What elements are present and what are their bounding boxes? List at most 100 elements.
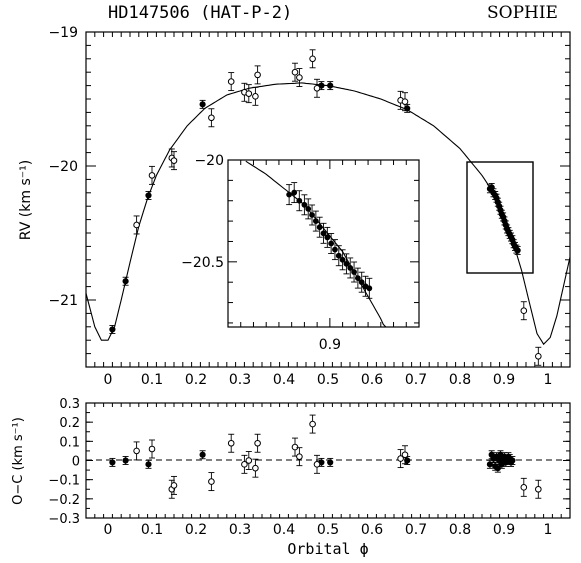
inset-point	[286, 184, 293, 206]
data-point	[291, 68, 299, 76]
inset-y-tick-label: −20.5	[181, 255, 224, 271]
inset-content: 0.9 −20 −20.5	[181, 153, 420, 353]
residual-xlabel: Orbital ϕ	[287, 540, 368, 558]
data-point	[227, 439, 235, 447]
rv-point-filled	[122, 276, 129, 286]
data-point	[252, 93, 259, 100]
data-point	[296, 74, 303, 81]
y-tick-label: −0.1	[48, 474, 80, 489]
rv-point-open	[254, 65, 261, 85]
data-point	[335, 252, 342, 259]
data-point	[328, 240, 335, 247]
rv-point-filled	[109, 325, 116, 334]
chart-subtitle: SOPHIE	[487, 3, 558, 23]
residual-point-open	[208, 472, 215, 492]
inset-point	[335, 245, 342, 267]
data-point	[316, 224, 323, 231]
residual-point-filled	[486, 459, 494, 469]
zoom-region-box	[466, 161, 534, 274]
data-point	[286, 191, 293, 198]
data-point	[109, 326, 116, 333]
data-point	[245, 90, 253, 97]
residual-point-open	[252, 458, 259, 478]
x-tick-label: 0.6	[361, 522, 383, 538]
residual-point-open	[520, 477, 528, 497]
residual-point-filled	[509, 456, 516, 465]
data-point	[339, 256, 346, 263]
data-point	[312, 218, 319, 224]
data-point	[109, 459, 116, 466]
x-tick-label: 0.7	[405, 522, 427, 538]
x-tick-label: 0.2	[185, 372, 207, 388]
data-point	[358, 279, 365, 286]
rv-point-open	[313, 78, 321, 98]
x-tick-label: 0.4	[273, 372, 295, 388]
residual-point-filled	[199, 450, 206, 460]
data-point	[291, 189, 298, 196]
data-point	[145, 192, 152, 199]
residual-point-open	[148, 439, 156, 459]
data-point	[301, 201, 308, 208]
rv-point-open	[401, 92, 409, 112]
residual-point-open	[245, 451, 253, 470]
data-point	[148, 172, 156, 179]
x-tick-label: 0	[104, 522, 113, 538]
rv-point-filled	[514, 245, 521, 255]
rv-point-filled	[327, 81, 334, 91]
data-point	[208, 114, 215, 122]
data-point	[535, 485, 542, 493]
data-point	[133, 447, 140, 455]
inset-point	[339, 249, 346, 271]
rv-point-open	[148, 165, 156, 185]
y-tick-label: 0.1	[59, 435, 80, 450]
inset-point	[312, 210, 319, 232]
data-point	[347, 265, 354, 271]
inset-point	[343, 253, 350, 275]
rv-point-open	[309, 49, 316, 69]
data-point	[309, 55, 316, 63]
residual-point-open	[291, 437, 299, 457]
rv-point-open	[227, 72, 235, 92]
rv-point-open	[170, 151, 178, 171]
y-tick-label: −21	[48, 293, 78, 309]
data-point	[313, 84, 321, 92]
data-point	[241, 461, 248, 468]
data-point	[401, 98, 409, 105]
inset-point	[362, 275, 369, 297]
data-point	[327, 459, 334, 466]
inset-point	[291, 182, 298, 204]
data-point	[309, 420, 316, 428]
inset-point	[331, 239, 338, 261]
residual-data-points	[109, 414, 542, 499]
x-tick-label: 1	[544, 372, 553, 388]
chart-title: HD147506 (HAT-P-2)	[108, 3, 292, 23]
inset-point	[358, 271, 365, 293]
data-point	[514, 247, 521, 254]
inset-point	[347, 257, 354, 279]
data-point	[520, 307, 528, 315]
inset-point	[351, 261, 358, 283]
rv-panel: 0 0.1 0.2 0.3 0.4 0.5 0.6 0.7 0.8 0.9 1 −19 −20 −21 R…	[18, 25, 571, 388]
x-tick-label: 0.5	[317, 372, 339, 388]
x-tick-label: 0.4	[273, 522, 295, 538]
data-point	[296, 453, 303, 460]
data-point	[366, 285, 373, 292]
x-tick-label: 0.1	[141, 522, 163, 538]
rv-point-filled	[318, 81, 325, 91]
rv-point-filled	[199, 99, 206, 109]
residual-point-open	[296, 447, 303, 467]
rv-panel-frame	[85, 31, 571, 368]
data-point	[327, 82, 334, 89]
residual-point-open	[254, 433, 261, 453]
rv-point-open	[133, 215, 140, 235]
x-tick-label: 1	[544, 522, 553, 538]
data-point	[148, 445, 156, 453]
rv-data-points	[109, 49, 542, 366]
y-tick-label: 0	[72, 455, 80, 470]
residual-point-filled	[122, 456, 129, 465]
inset-point	[316, 216, 323, 238]
data-point	[145, 461, 152, 468]
inset-point	[328, 233, 335, 254]
data-point	[397, 455, 404, 462]
data-point	[291, 443, 299, 451]
